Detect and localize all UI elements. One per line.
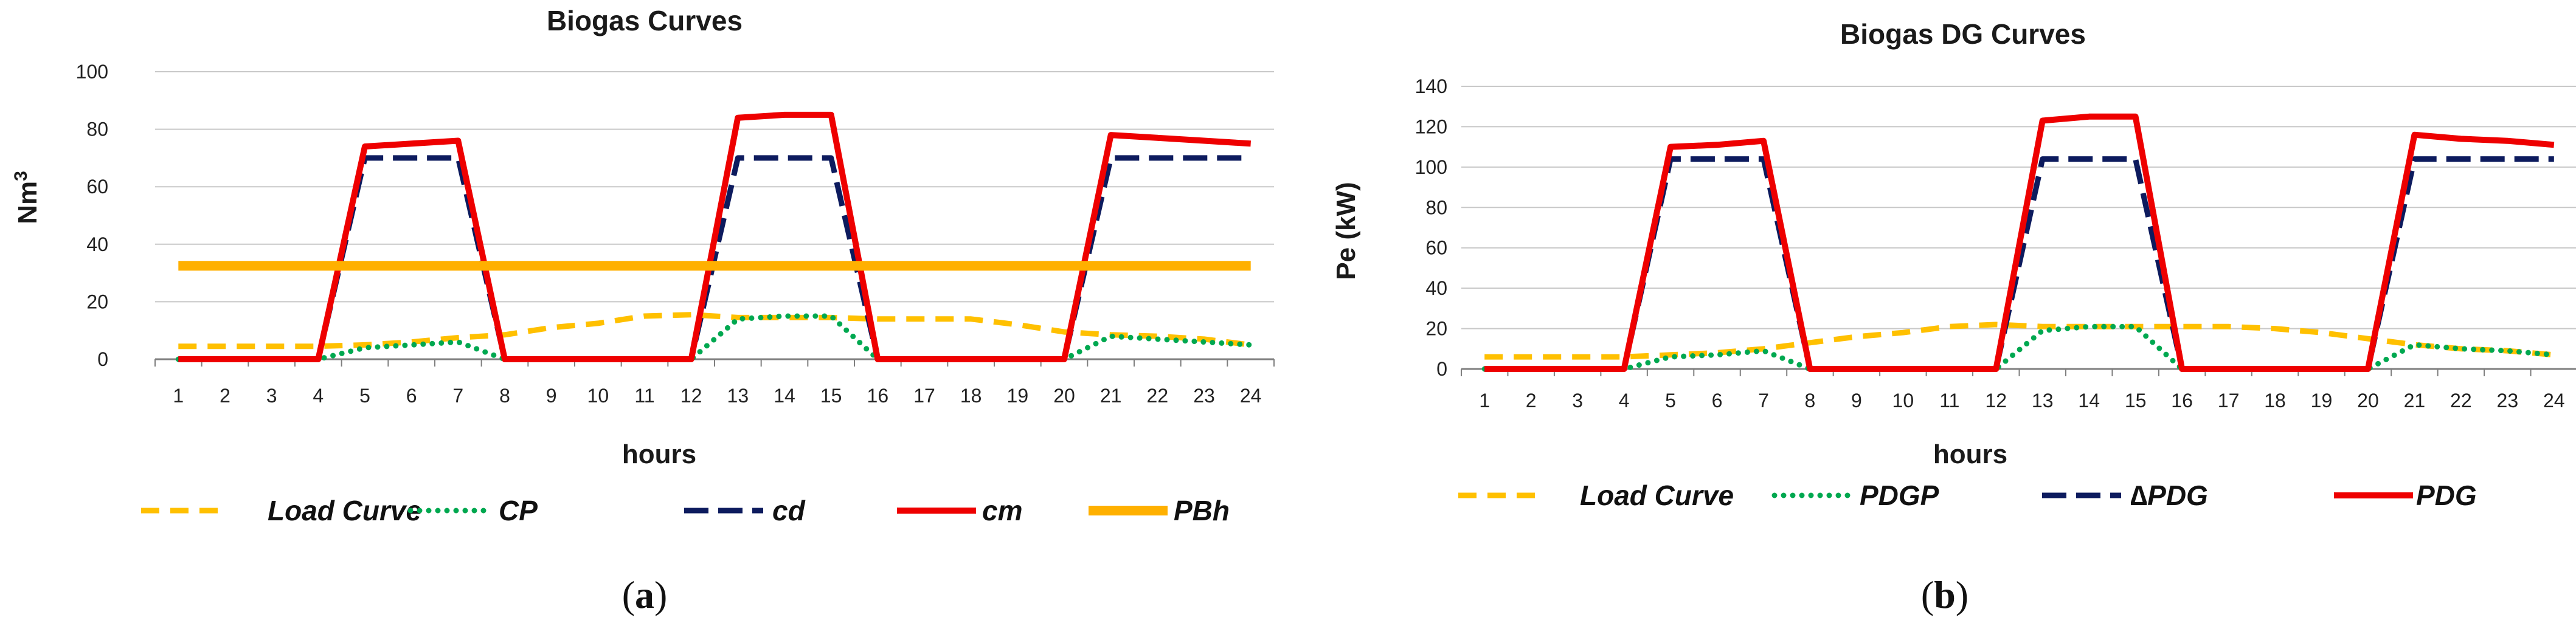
legend: Load Curve PDGP ∆PDG PDG <box>1458 480 2477 511</box>
x-tick-label: 17 <box>913 385 935 407</box>
x-tick-label: 17 <box>2218 390 2240 412</box>
legend-label: cm <box>982 495 1022 526</box>
x-tick-label: 10 <box>1892 390 1914 412</box>
x-tick-label: 13 <box>2032 390 2054 412</box>
x-tick-label: 13 <box>727 385 749 407</box>
x-tick-label: 7 <box>452 385 463 407</box>
legend-label: CP <box>499 495 538 526</box>
x-tick-label: 24 <box>1240 385 1262 407</box>
series-lines <box>1481 113 2557 372</box>
y-tick-label: 80 <box>86 119 108 140</box>
series-line-load-curve <box>178 312 1252 350</box>
panel-b: Biogas DG Curves Pe (kW) hours 0 20 40 60 80… <box>1288 0 2576 620</box>
x-tick-label: 18 <box>960 385 982 407</box>
y-tick-label: 40 <box>86 233 108 255</box>
y-tick-label: 120 <box>1415 115 1447 137</box>
x-tick-label: 20 <box>2357 390 2379 412</box>
x-tick-label: 24 <box>2543 390 2565 412</box>
series-lines <box>175 111 1254 362</box>
y-axis-title: Nm3 <box>11 171 43 224</box>
panel-label: (b) <box>1921 573 1968 616</box>
x-tick-label: 11 <box>1939 390 1959 412</box>
legend-label: PDG <box>2416 480 2477 511</box>
y-tick-label: 60 <box>86 176 108 198</box>
x-tick-label: 16 <box>867 385 889 407</box>
x-tick-label: 19 <box>2311 390 2333 412</box>
y-tick-label: 100 <box>1415 156 1447 178</box>
legend-label: PDGP <box>1860 480 1939 511</box>
y-tick-label: 80 <box>1425 196 1447 218</box>
x-tick-label: 18 <box>2264 390 2286 412</box>
series-line-pdg <box>1484 113 2555 372</box>
x-tick-label: 16 <box>2171 390 2193 412</box>
y-tick-label: 0 <box>97 348 108 370</box>
x-tick-label: 19 <box>1007 385 1029 407</box>
x-tick-label: 3 <box>266 385 277 407</box>
legend-label: Load Curve <box>1580 480 1734 511</box>
series-line-pdgp <box>1481 323 2557 372</box>
x-tick-label: 11 <box>634 385 654 407</box>
y-tick-labels: 0 20 40 60 80 100 <box>76 61 108 370</box>
x-tick-label: 6 <box>406 385 417 407</box>
y-tick-label: 0 <box>1436 358 1447 380</box>
y-tick-label: 20 <box>1425 318 1447 340</box>
legend-label: cd <box>772 495 806 526</box>
y-tick-labels: 0 20 40 60 80 100 120 140 <box>1415 75 1447 380</box>
legend-label: Load Curve <box>268 495 421 526</box>
x-tick-label: 12 <box>680 385 702 407</box>
x-tick-label: 14 <box>2078 390 2100 412</box>
x-tick-label: 22 <box>2450 390 2472 412</box>
x-tick-label: 21 <box>2404 390 2426 412</box>
x-tick-label: 15 <box>820 385 842 407</box>
series-line-cm <box>178 111 1252 362</box>
x-axis-title: hours <box>622 439 696 469</box>
grid <box>1461 86 2576 376</box>
x-tick-labels: 1 2 3 4 5 6 7 8 9 10 11 12 13 14 15 16 17 18 19 20 21 22 23 24 <box>173 385 1261 407</box>
x-tick-label: 5 <box>1665 390 1676 412</box>
x-tick-label: 15 <box>2125 390 2147 412</box>
x-tick-label: 23 <box>2497 390 2519 412</box>
y-tick-label: 60 <box>1425 237 1447 259</box>
y-tick-label: 140 <box>1415 75 1447 97</box>
chart-biogas-dg-curves: Biogas DG Curves Pe (kW) hours 020406080… <box>1331 18 2576 616</box>
chart-title: Biogas Curves <box>547 5 743 36</box>
x-tick-label: 4 <box>1619 390 1630 412</box>
legend-label: PBh <box>1174 495 1230 526</box>
panel-label: (a) <box>622 573 668 616</box>
x-tick-label: 4 <box>313 385 324 407</box>
x-tick-label: 6 <box>1712 390 1723 412</box>
x-tick-label: 12 <box>1985 390 2007 412</box>
x-axis-title: hours <box>1933 439 2007 469</box>
x-tick-label: 8 <box>499 385 510 407</box>
x-tick-label: 2 <box>1526 390 1537 412</box>
x-tick-label: 1 <box>1479 390 1490 412</box>
legend: Load Curve CP cd cm PBh <box>141 495 1230 526</box>
x-tick-label: 23 <box>1193 385 1215 407</box>
y-axis-title: Pe (kW) <box>1331 182 1361 280</box>
x-tick-label: 3 <box>1572 390 1583 412</box>
x-tick-label: 10 <box>587 385 609 407</box>
y-tick-label: 20 <box>86 291 108 312</box>
chart-title: Biogas DG Curves <box>1840 18 2086 50</box>
x-tick-label: 14 <box>774 385 795 407</box>
x-tick-label: 20 <box>1053 385 1075 407</box>
x-tick-label: 2 <box>220 385 230 407</box>
grid <box>154 71 1275 367</box>
x-tick-label: 1 <box>173 385 184 407</box>
legend-label: ∆PDG <box>2130 480 2208 511</box>
x-tick-label: 8 <box>1805 390 1816 412</box>
x-tick-labels: 1 2 3 4 5 6 7 8 9 10 11 12 13 14 15 16 17 18 19 20 21 22 23 24 <box>1479 390 2564 412</box>
y-tick-label: 40 <box>1425 277 1447 299</box>
x-tick-label: 5 <box>359 385 370 407</box>
series-line-cp <box>175 313 1254 362</box>
x-tick-label: 22 <box>1147 385 1169 407</box>
x-tick-label: 7 <box>1758 390 1769 412</box>
x-tick-label: 9 <box>1851 390 1862 412</box>
y-tick-label: 100 <box>76 61 108 83</box>
x-tick-label: 9 <box>546 385 557 407</box>
x-tick-label: 21 <box>1100 385 1122 407</box>
